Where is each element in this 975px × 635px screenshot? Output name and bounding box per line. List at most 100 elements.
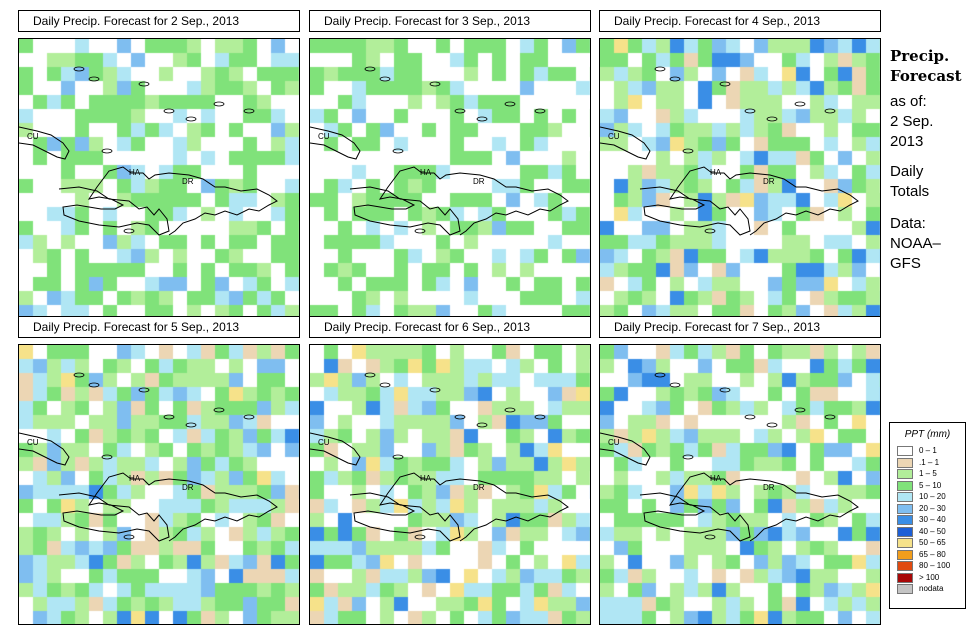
hispaniola-coastline	[349, 166, 569, 236]
island-outline	[364, 66, 376, 72]
cuba-coastline	[600, 126, 651, 160]
legend-swatch	[897, 515, 913, 525]
legend-label: 30 – 40	[919, 515, 946, 524]
legend-row: 5 – 10	[890, 480, 965, 492]
legend-swatch	[897, 503, 913, 514]
island-outline	[392, 454, 404, 460]
forecast-panel-5: Daily Precip. Forecast for 6 Sep., 2013 …	[309, 316, 591, 625]
island-outline	[824, 108, 836, 114]
legend-row: > 100	[890, 572, 965, 584]
legend-row: 1 – 5	[890, 468, 965, 480]
island-outline	[364, 372, 376, 378]
legend-label: 0 – 1	[919, 446, 937, 455]
legend-label: nodata	[919, 584, 944, 593]
cuba-coastline	[19, 432, 70, 466]
panel-title: Daily Precip. Forecast for 4 Sep., 2013	[599, 10, 881, 32]
legend-swatch	[897, 446, 913, 456]
cuba-coastline	[600, 432, 651, 466]
precip-map: CU HA DR	[309, 38, 591, 319]
legend-label: 50 – 65	[919, 538, 946, 547]
totals-line1: Daily	[890, 163, 924, 180]
island-outline	[88, 76, 100, 82]
island-outline	[654, 66, 666, 72]
island-outline	[534, 108, 546, 114]
island-outline	[213, 407, 225, 413]
island-outline	[654, 372, 666, 378]
island-outline	[163, 414, 175, 420]
cuba-coastline	[310, 126, 361, 160]
country-label-cu: CU	[318, 132, 330, 141]
island-outline	[669, 382, 681, 388]
island-outline	[213, 101, 225, 107]
legend-swatch	[897, 584, 913, 594]
coastline-overlay: CU HA DR	[19, 372, 278, 542]
legend-swatch	[897, 457, 913, 468]
country-label-dr: DR	[473, 483, 485, 492]
island-outline	[504, 101, 516, 107]
island-outline	[704, 228, 716, 234]
island-outline	[73, 66, 85, 72]
island-outline	[682, 454, 694, 460]
legend-label: 20 – 30	[919, 503, 946, 513]
island-outline	[414, 228, 426, 234]
island-outline	[73, 372, 85, 378]
legend-label: 40 – 50	[919, 526, 946, 536]
precip-map: CU HA DR	[309, 344, 591, 625]
island-outline	[379, 76, 391, 82]
island-outline	[476, 422, 488, 428]
precip-grid	[310, 345, 590, 624]
island-outline	[824, 414, 836, 420]
coastline-overlay: CU HA DR	[310, 66, 569, 236]
legend-swatch	[897, 549, 913, 560]
country-label-cu: CU	[608, 438, 620, 447]
island-outline	[101, 148, 113, 154]
island-outline	[454, 108, 466, 114]
legend-label: 5 – 10	[919, 480, 942, 490]
data-source-line3: GFS	[890, 255, 921, 272]
island-outline	[744, 414, 756, 420]
island-outline	[414, 534, 426, 540]
island-outline	[392, 148, 404, 154]
legend-swatch	[897, 572, 913, 583]
coastline-overlay: CU HA DR	[600, 372, 859, 542]
country-label-cu: CU	[27, 438, 39, 447]
legend-swatch	[897, 492, 913, 502]
country-label-dr: DR	[182, 177, 194, 186]
island-outline	[429, 81, 441, 87]
precip-map: CU HA DR	[18, 38, 300, 319]
country-label-ha: HA	[420, 474, 432, 483]
island-outline	[766, 422, 778, 428]
coastline-overlay: CU HA DR	[19, 66, 278, 236]
legend-title: PPT (mm)	[904, 429, 951, 440]
country-label-ha: HA	[129, 168, 141, 177]
legend-row: nodata	[890, 583, 965, 595]
ppt-legend: PPT (mm) 0 – 1 .1 – 1 1 – 5 5 – 10 10 – 20 20…	[889, 422, 966, 609]
island-outline	[123, 534, 135, 540]
hispaniola-coastline	[639, 166, 859, 236]
side-info: Precip. Forecast as of: 2 Sep. 2013 Dail…	[890, 46, 974, 274]
island-outline	[794, 407, 806, 413]
legend-swatch	[897, 480, 913, 491]
country-label-ha: HA	[129, 474, 141, 483]
island-outline	[138, 81, 150, 87]
data-source-line2: NOAA–	[890, 235, 941, 252]
forecast-panel-1: Daily Precip. Forecast for 2 Sep., 2013 …	[18, 10, 300, 319]
island-outline	[744, 108, 756, 114]
asof-date-line2: 2013	[890, 133, 924, 150]
island-outline	[454, 414, 466, 420]
forecast-panel-4: Daily Precip. Forecast for 5 Sep., 2013 …	[18, 316, 300, 625]
forecast-panel-3: Daily Precip. Forecast for 4 Sep., 2013 …	[599, 10, 881, 319]
island-outline	[766, 116, 778, 122]
legend-row: 65 – 80	[890, 549, 965, 561]
island-outline	[504, 407, 516, 413]
legend-row: 50 – 65	[890, 537, 965, 549]
legend-label: 10 – 20	[919, 492, 946, 501]
legend-row: 0 – 1	[890, 445, 965, 457]
country-label-dr: DR	[473, 177, 485, 186]
legend-row: 30 – 40	[890, 514, 965, 526]
country-label-ha: HA	[710, 168, 722, 177]
hispaniola-coastline	[58, 472, 278, 542]
country-label-ha: HA	[420, 168, 432, 177]
precip-grid	[600, 345, 880, 624]
legend-label: 65 – 80	[919, 549, 946, 559]
